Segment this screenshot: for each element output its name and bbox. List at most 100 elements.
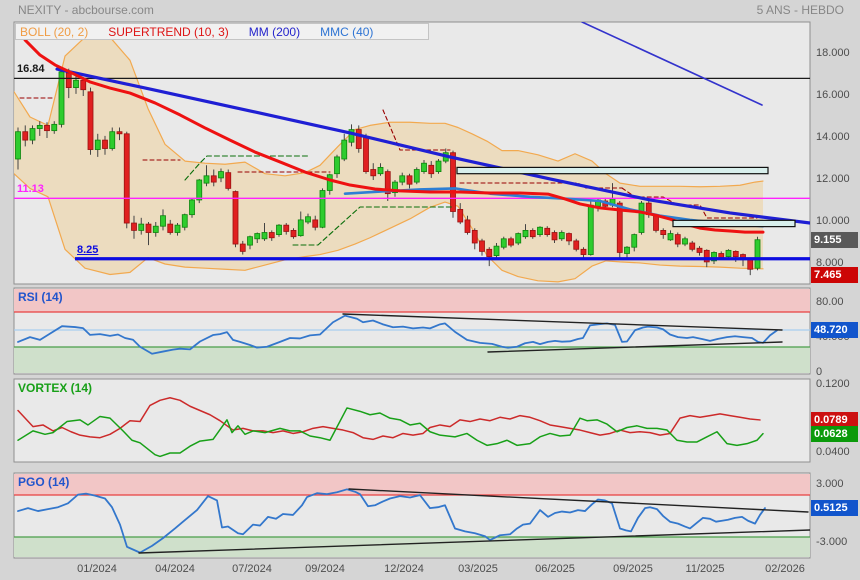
candle-body [566, 233, 572, 242]
candle-body [696, 247, 703, 253]
candle-body [348, 129, 355, 143]
x-tick-07/2024: 07/2024 [232, 563, 272, 575]
trend-support-segment [184, 155, 311, 181]
main-y-tick-16.000: 16.000 [816, 89, 850, 101]
candle-body [210, 175, 217, 183]
x-tick-09/2024: 09/2024 [305, 563, 345, 575]
candle-body [421, 162, 427, 172]
vortex-panel-label: VORTEX (14) [18, 381, 93, 395]
x-tick-12/2024: 12/2024 [384, 563, 424, 575]
candle-body [239, 243, 246, 252]
candle-body [718, 253, 725, 259]
vortex-minus-line [17, 397, 761, 441]
candle-body [616, 202, 623, 253]
candle-body [109, 131, 116, 149]
candle-body [725, 249, 732, 258]
candle-body [529, 229, 536, 238]
candle-body [152, 225, 159, 233]
vortex-y-tick-0.1200: 0.1200 [816, 378, 850, 390]
candle-body [94, 139, 101, 150]
resistance-box-2[interactable] [672, 219, 796, 228]
candle-body [276, 224, 282, 235]
pgo-lower-band [14, 537, 810, 557]
candle-body [384, 171, 391, 195]
candle-body [515, 233, 522, 244]
candle-body [312, 219, 319, 228]
candle-body [667, 233, 674, 241]
candle-body [399, 175, 406, 183]
legend-item-3[interactable]: MMC (40) [320, 24, 374, 39]
candle-body [80, 79, 87, 91]
candle-body [65, 72, 72, 89]
candle-body [102, 139, 108, 149]
supertrend-history-segment [382, 109, 451, 151]
candle-body [247, 236, 253, 246]
candle-body [486, 248, 493, 258]
vortex-y-tick-0.0400: 0.0400 [816, 446, 850, 458]
x-tick-01/2024: 01/2024 [77, 563, 117, 575]
rsi-oversold-band [14, 347, 810, 373]
price-badge-9.155: 9.155 [811, 231, 858, 248]
candle-body [522, 229, 529, 238]
legend-item-0[interactable]: BOLL (20, 2) [20, 24, 89, 39]
candle-body [624, 246, 630, 254]
candle-body [131, 222, 137, 231]
candle-body [44, 125, 50, 132]
indicator-legend[interactable]: BOLL (20, 2) SUPERTREND (10, 3) MM (200) MM… [15, 23, 429, 40]
candle-body [660, 229, 667, 235]
candle-body [558, 232, 565, 240]
candle-body [355, 129, 362, 149]
candle-body [703, 249, 710, 263]
candle-body [363, 136, 369, 172]
candle-body [537, 226, 543, 235]
candle-body [377, 166, 384, 175]
candle-body [457, 208, 464, 223]
candle-body [36, 125, 43, 129]
rsi-panel-label: RSI (14) [18, 290, 63, 304]
vortex-value-badge-0.0789: 0.0789 [811, 411, 858, 428]
x-tick-03/2025: 03/2025 [458, 563, 498, 575]
candle-body [225, 172, 232, 189]
candle-body [15, 131, 21, 160]
candle-body [116, 131, 123, 135]
legend-item-1[interactable]: SUPERTREND (10, 3) [108, 24, 229, 39]
candle-body [464, 219, 471, 233]
candle-body [305, 216, 311, 223]
period-label: 5 ANS - HEBDO [756, 3, 844, 17]
candle-body [711, 252, 717, 262]
vortex-plus-line [17, 407, 764, 458]
main-y-tick-14.000: 14.000 [816, 131, 850, 143]
level-label-11.13: 11.13 [17, 183, 44, 196]
candle-body [493, 245, 500, 256]
pgo-trendline [138, 529, 810, 554]
candle-body [254, 233, 261, 240]
level-label-16.84: 16.84 [17, 63, 45, 76]
candle-body [631, 234, 638, 248]
candle-body [181, 214, 188, 228]
candle-body [29, 128, 36, 141]
pgo-line [17, 488, 766, 554]
trend-support-segment [292, 206, 453, 246]
legend-item-2[interactable]: MM (200) [248, 24, 301, 39]
resistance-box-1[interactable] [456, 166, 769, 175]
mm200-line [55, 67, 810, 225]
candle-body [290, 229, 297, 238]
candle-body [747, 259, 754, 270]
candle-body [413, 169, 420, 183]
candle-body [435, 160, 442, 173]
candle-body [22, 131, 29, 141]
candle-body [587, 204, 594, 255]
candle-body [196, 179, 203, 201]
price-badge-7.465: 7.465 [811, 267, 858, 284]
main-y-tick-18.000: 18.000 [816, 47, 850, 59]
rsi-y-tick-0: 0 [816, 366, 823, 378]
candle-body [370, 169, 377, 177]
candle-body [283, 224, 290, 232]
candle-body [58, 71, 65, 125]
candle-body [189, 199, 195, 216]
candle-body [392, 181, 398, 194]
rsi-y-tick-80.00: 80.00 [816, 296, 844, 308]
x-tick-11/2025: 11/2025 [685, 563, 725, 575]
candle-body [544, 227, 551, 236]
